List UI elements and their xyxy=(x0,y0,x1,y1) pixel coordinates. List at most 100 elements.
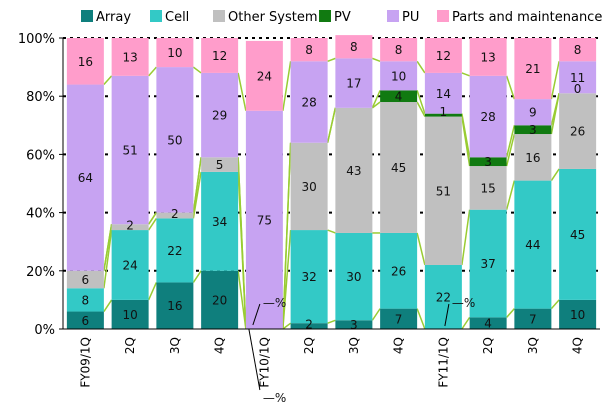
x-tick-label: FY10/1Q xyxy=(257,337,271,388)
connector-line xyxy=(327,319,336,324)
bar-segment xyxy=(335,58,373,108)
data-label: 11 xyxy=(570,71,585,85)
data-label: 29 xyxy=(212,109,227,123)
x-tick-label: 2Q xyxy=(123,337,137,354)
data-label: 26 xyxy=(570,125,585,139)
data-label: 2 xyxy=(171,207,179,221)
legend-swatch xyxy=(387,10,399,22)
data-label: 24 xyxy=(122,258,137,272)
bar-segment xyxy=(559,38,597,62)
data-label: 4 xyxy=(484,317,492,331)
connector-line xyxy=(282,322,292,330)
bar-segment xyxy=(514,125,552,135)
connector-line xyxy=(461,113,471,158)
bar-segment xyxy=(424,72,462,114)
connector-line xyxy=(505,133,516,167)
data-label: 22 xyxy=(167,244,182,258)
bar-segment xyxy=(66,84,104,271)
bar-segment xyxy=(559,168,597,300)
bar-segment xyxy=(335,320,373,329)
y-tick-label: 0% xyxy=(34,323,55,338)
legend-label: PU xyxy=(402,10,419,25)
data-label: 26 xyxy=(391,264,406,278)
connector-line xyxy=(461,209,471,266)
connector-line xyxy=(505,125,516,158)
bar-segment xyxy=(245,110,283,329)
connector-line xyxy=(461,316,471,330)
data-label: 10 xyxy=(570,308,585,322)
legend: Array Cell Other System PV PU Parts and maint… xyxy=(81,10,602,25)
callout-label: —% xyxy=(263,391,286,405)
y-tick-label: 20% xyxy=(26,265,55,280)
bar-segment xyxy=(201,157,239,172)
data-label: 8 xyxy=(395,43,403,57)
connector-line xyxy=(372,57,381,62)
bar-segment xyxy=(66,311,104,329)
data-label: 8 xyxy=(82,293,90,307)
bar-segment xyxy=(111,299,149,329)
bar-segment xyxy=(66,38,104,85)
data-label: 7 xyxy=(529,312,537,326)
bar-segment xyxy=(156,38,194,68)
bar-segment xyxy=(469,157,507,167)
bar-segment xyxy=(559,93,597,169)
data-label: 2 xyxy=(305,318,313,332)
data-label: 28 xyxy=(480,110,495,124)
data-label: 6 xyxy=(82,314,90,328)
connector-line xyxy=(416,101,426,117)
data-label: 12 xyxy=(436,49,451,63)
data-label: 6 xyxy=(82,273,90,287)
data-label: 1 xyxy=(440,105,448,119)
connector-line xyxy=(550,168,560,182)
bar-segment xyxy=(111,230,149,300)
data-label: 8 xyxy=(350,40,358,54)
y-tick-label: 40% xyxy=(26,207,55,222)
bar-segment xyxy=(380,308,418,329)
connector-line xyxy=(148,66,157,77)
connector-line xyxy=(371,101,381,109)
bar-segment xyxy=(335,107,373,233)
y-tick-label: 100% xyxy=(18,32,55,47)
bar-segment xyxy=(335,232,373,321)
bar-segment xyxy=(380,102,418,233)
bar-segment xyxy=(290,230,328,324)
legend-swatch xyxy=(150,10,162,22)
connector-line xyxy=(148,218,157,231)
bar-segment xyxy=(559,299,597,329)
connector-line xyxy=(282,61,292,111)
bars xyxy=(66,35,597,329)
bar-segment xyxy=(290,323,328,329)
connector-line xyxy=(371,308,381,321)
bar-segment xyxy=(380,61,418,91)
data-label: 16 xyxy=(167,299,182,313)
data-label: 16 xyxy=(525,151,540,165)
bar-segment xyxy=(156,218,194,283)
bar-segment xyxy=(201,38,239,73)
bar-segment xyxy=(201,270,239,329)
data-label: 51 xyxy=(122,144,137,158)
data-label: 34 xyxy=(212,215,227,229)
data-label: 12 xyxy=(212,49,227,63)
legend-swatch xyxy=(319,10,331,22)
legend-swatch xyxy=(213,10,225,22)
connector-line xyxy=(550,299,560,310)
bar-segment xyxy=(156,67,194,213)
bar-segment xyxy=(290,38,328,62)
bar-segment xyxy=(335,35,373,59)
bar-segment xyxy=(111,224,149,231)
bar-segment xyxy=(514,180,552,309)
bar-segment xyxy=(559,61,597,94)
data-label: 44 xyxy=(525,238,540,252)
gridlines xyxy=(63,37,600,272)
bar-segment xyxy=(424,264,462,329)
bar-segment xyxy=(514,134,552,181)
data-label: 30 xyxy=(346,270,361,284)
data-label: 7 xyxy=(395,312,403,326)
data-label: 3 xyxy=(484,155,492,169)
data-label: 14 xyxy=(436,87,451,101)
connector-line xyxy=(550,93,560,126)
connector-line xyxy=(103,75,113,86)
data-label: 8 xyxy=(574,43,582,57)
data-label: 20 xyxy=(212,293,227,307)
connector-line xyxy=(327,229,336,234)
